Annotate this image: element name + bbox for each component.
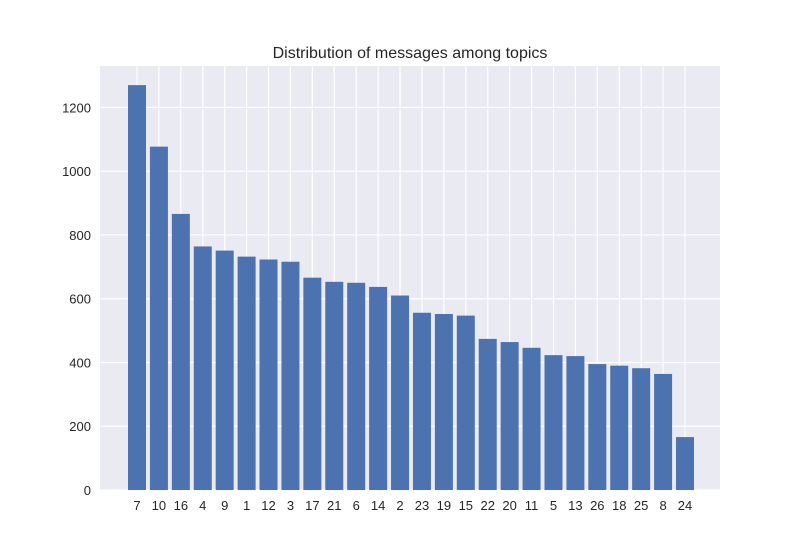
bar-topic-17 xyxy=(303,277,322,490)
x-tick-label: 4 xyxy=(199,498,206,513)
bar-topic-19 xyxy=(434,314,453,490)
x-tick-label: 10 xyxy=(152,498,166,513)
y-tick-label: 1200 xyxy=(62,100,91,115)
x-tick-label: 15 xyxy=(459,498,473,513)
bar-topic-12 xyxy=(259,259,278,490)
bar-topic-26 xyxy=(588,364,607,490)
y-tick-label: 800 xyxy=(69,228,91,243)
x-tick-label: 23 xyxy=(415,498,429,513)
x-tick-label: 5 xyxy=(550,498,557,513)
bar-topic-2 xyxy=(391,295,410,490)
x-tick-label: 24 xyxy=(678,498,692,513)
y-tick-label: 400 xyxy=(69,355,91,370)
x-tick-label: 11 xyxy=(525,498,539,513)
x-tick-label: 26 xyxy=(590,498,604,513)
bar-topic-15 xyxy=(456,315,475,490)
x-tick-label: 19 xyxy=(437,498,451,513)
bar-topic-25 xyxy=(632,368,651,490)
x-tick-label: 3 xyxy=(287,498,294,513)
x-tick-label: 8 xyxy=(659,498,666,513)
bar-topic-11 xyxy=(522,347,541,490)
x-tick-label: 18 xyxy=(612,498,626,513)
bar-topic-5 xyxy=(544,355,563,490)
x-tick-label: 7 xyxy=(133,498,140,513)
chart-title: Distribution of messages among topics xyxy=(273,45,548,62)
x-tick-label: 17 xyxy=(305,498,319,513)
x-tick-label: 12 xyxy=(261,498,275,513)
bars xyxy=(128,85,694,491)
x-tick-label: 14 xyxy=(371,498,385,513)
bar-topic-20 xyxy=(500,342,519,490)
bar-topic-1 xyxy=(237,256,256,490)
bar-topic-3 xyxy=(281,261,300,490)
x-tick-label: 16 xyxy=(174,498,188,513)
bar-topic-8 xyxy=(654,373,673,490)
x-tick-label: 25 xyxy=(634,498,648,513)
bar-topic-21 xyxy=(325,281,344,490)
bar-topic-6 xyxy=(347,282,366,490)
x-tick-label: 1 xyxy=(243,498,250,513)
x-tick-label: 9 xyxy=(221,498,228,513)
x-tick-label: 22 xyxy=(480,498,494,513)
bar-topic-23 xyxy=(412,312,431,490)
y-tick-label: 1000 xyxy=(62,164,91,179)
x-tick-label: 21 xyxy=(327,498,341,513)
x-tick-label: 2 xyxy=(396,498,403,513)
x-tick-label: 20 xyxy=(502,498,516,513)
y-tick-labels: 0 200 400 600 800 1000 1200 xyxy=(62,100,91,498)
y-tick-label: 600 xyxy=(69,292,91,307)
y-tick-label: 0 xyxy=(84,483,91,498)
bar-topic-13 xyxy=(566,356,585,490)
bar-topic-10 xyxy=(149,146,168,490)
bar-topic-14 xyxy=(369,286,388,490)
bar-topic-24 xyxy=(676,437,694,490)
x-tick-label: 6 xyxy=(353,498,360,513)
y-tick-label: 200 xyxy=(69,419,91,434)
x-tick-label: 13 xyxy=(568,498,582,513)
bar-topic-22 xyxy=(478,338,497,490)
bar-topic-9 xyxy=(215,250,234,490)
bar-topic-16 xyxy=(171,213,190,490)
bar-topic-18 xyxy=(610,365,629,490)
x-tick-labels: 7 10 16 4 9 1 12 3 17 21 6 14 2 23 19 15 22 20 11 5 13 26 18 25… xyxy=(133,498,692,513)
bar-topic-4 xyxy=(193,246,212,490)
bar-topic-7 xyxy=(128,85,146,491)
